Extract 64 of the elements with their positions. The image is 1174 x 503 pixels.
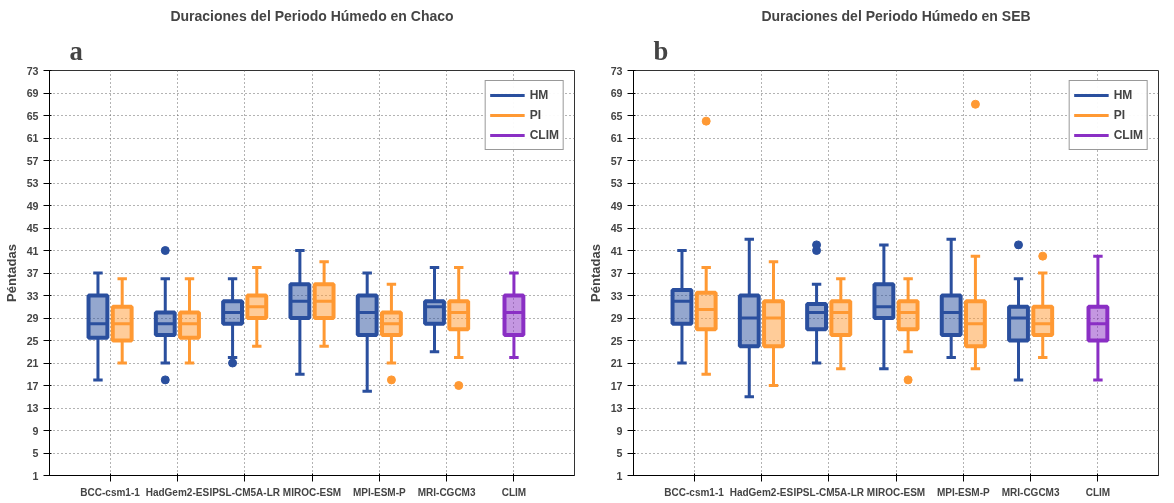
x-tick-label: MIROC-ESM (282, 486, 342, 498)
y-axis-title: Péntadas (587, 244, 603, 302)
y-tick-label: 69 (26, 87, 39, 99)
x-tick-label: BCC-csm1-1 (664, 486, 725, 498)
x-tick-label: HadGem2-ES (145, 486, 210, 498)
y-tick-label: 65 (610, 109, 623, 122)
legend-label: HM (1113, 88, 1134, 102)
y-tick-label: 13 (610, 402, 623, 414)
x-tick-label: MPI-ESM-P (352, 486, 407, 498)
y-tick-label: 73 (26, 64, 39, 77)
x-tick-label: IPSL-CM5A-LR (209, 486, 281, 498)
y-tick-label: 37 (610, 267, 623, 279)
y-tick-label: 9 (616, 424, 623, 437)
y-tick-label: 1 (32, 469, 39, 482)
y-tick-label: 61 (26, 132, 39, 144)
chart-title: Duraciones del Periodo Húmedo en SEB (761, 7, 1031, 24)
y-tick-label: 21 (610, 357, 623, 369)
y-tick-label: 45 (26, 222, 39, 234)
x-tick-label: HadGem2-ES (729, 486, 794, 498)
chart-title: Duraciones del Periodo Húmedo en Chaco (170, 7, 454, 24)
y-tick-label: 5 (616, 447, 623, 459)
y-tick-label: 41 (610, 244, 623, 257)
y-tick-label: 57 (26, 154, 39, 167)
y-tick-label: 49 (610, 199, 623, 212)
y-tick-label: 61 (610, 132, 623, 144)
x-tick-label: MPI-ESM-P (936, 486, 991, 498)
y-tick-label: 69 (610, 87, 623, 99)
y-tick-label: 1 (616, 469, 623, 482)
x-tick-label: IPSL-CM5A-LR (793, 486, 865, 498)
y-tick-label: 9 (32, 424, 39, 437)
y-tick-label: 73 (610, 64, 623, 77)
y-tick-label: 49 (26, 199, 39, 212)
x-tick-label: MRI-CGCM3 (1001, 486, 1060, 498)
y-tick-label: 57 (610, 154, 623, 167)
y-tick-label: 53 (26, 177, 39, 189)
y-tick-label: 29 (26, 312, 39, 324)
y-tick-label: 45 (610, 222, 623, 234)
y-tick-label: 29 (610, 312, 623, 324)
x-tick-label: MRI-CGCM3 (417, 486, 476, 498)
y-tick-label: 33 (26, 289, 39, 302)
x-tick-label: MIROC-ESM (866, 486, 926, 498)
legend-label: PI (1113, 108, 1126, 122)
y-tick-label: 25 (610, 334, 623, 347)
y-tick-label: 65 (26, 109, 39, 122)
text: b (653, 35, 669, 66)
x-tick-label: CLIM (501, 486, 527, 498)
y-tick-label: 41 (26, 244, 39, 257)
y-tick-label: 37 (26, 267, 39, 279)
y-axis-title: Péntadas (3, 244, 19, 302)
y-tick-label: 21 (26, 357, 39, 369)
y-tick-label: 25 (26, 334, 39, 347)
x-tick-label: CLIM (1085, 486, 1111, 498)
y-tick-label: 5 (32, 447, 39, 459)
y-tick-label: 17 (610, 379, 623, 392)
y-tick-label: 33 (610, 289, 623, 302)
y-tick-label: 17 (26, 379, 39, 392)
legend-label: HM (529, 88, 550, 102)
text: a (69, 35, 83, 66)
legend-label: CLIM (529, 128, 559, 142)
legend-label: PI (529, 108, 542, 122)
legend-label: CLIM (1113, 128, 1143, 142)
y-tick-label: 13 (26, 402, 39, 414)
y-tick-label: 53 (610, 177, 623, 189)
x-tick-label: BCC-csm1-1 (80, 486, 141, 498)
